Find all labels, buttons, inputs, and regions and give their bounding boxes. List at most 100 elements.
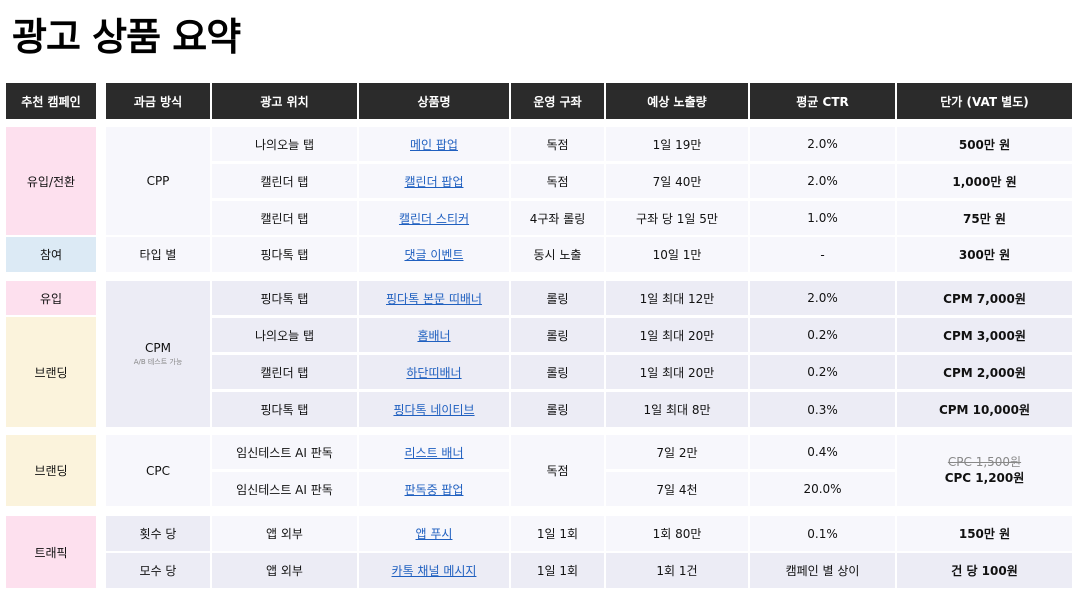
slot-cell: 동시 노출 [511,237,604,272]
price-old: CPC 1,500원 [947,454,1022,469]
product-link[interactable]: 캘린더 팝업 [359,164,509,198]
position-cell: 캘린더 탭 [212,355,357,389]
product-link[interactable]: 핑다톡 본문 띠배너 [359,281,509,315]
product-link[interactable]: 카톡 채널 메시지 [359,553,509,588]
campaign-cell: 트래픽 [6,516,96,588]
ctr-cell: 2.0% [750,127,895,161]
price-cell: 300만 원 [897,237,1072,272]
exposure-cell: 7일 4천 [606,472,748,506]
price-cell: CPM 7,000원 [897,281,1072,315]
product-link[interactable]: 핑다톡 네이티브 [359,392,509,427]
ctr-cell: 1.0% [750,201,895,235]
price-cell: CPM 10,000원 [897,392,1072,427]
slot-cell: 롤링 [511,355,604,389]
product-link[interactable]: 앱 푸시 [359,516,509,551]
billing-cell: CPP [106,127,210,235]
campaign-cell: 브랜딩 [6,317,96,427]
header-campaign: 추천 캠페인 [6,83,96,119]
position-cell: 핑다톡 탭 [212,281,357,315]
exposure-cell: 7일 40만 [606,164,748,198]
billing-cell: 타입 별 [106,237,210,272]
position-cell: 앱 외부 [212,553,357,588]
ctr-cell: 0.2% [750,318,895,352]
product-link[interactable]: 하단띠배너 [359,355,509,389]
product-link[interactable]: 메인 팝업 [359,127,509,161]
product-link-text[interactable]: 홈배너 [417,328,451,343]
header-slot: 운영 구좌 [511,83,604,119]
product-link-text[interactable]: 앱 푸시 [415,527,453,541]
product-link-text[interactable]: 핑다톡 본문 띠배너 [386,291,482,306]
slot-cell: 1일 1회 [511,516,604,551]
slot-cell: 독점 [511,164,604,198]
page-title: 광고 상품 요약 [12,15,241,59]
exposure-cell: 1일 최대 20만 [606,355,748,389]
product-link-text[interactable]: 메인 팝업 [410,137,458,152]
ctr-cell: 0.4% [750,435,895,469]
campaign-cell: 브랜딩 [6,435,96,506]
price-cell-cpc: CPC 1,500원 CPC 1,200원 [897,435,1072,506]
ctr-cell: 0.1% [750,516,895,551]
exposure-cell: 10일 1만 [606,237,748,272]
ctr-cell: 0.3% [750,392,895,427]
product-link-text[interactable]: 판독중 팝업 [404,482,464,497]
exposure-cell: 1일 최대 8만 [606,392,748,427]
product-link-text[interactable]: 캘린더 스티커 [398,211,470,226]
ctr-cell: 0.2% [750,355,895,389]
header-exposure: 예상 노출량 [606,83,748,119]
slot-cell: 독점 [511,435,604,506]
slot-cell: 롤링 [511,281,604,315]
header-product: 상품명 [359,83,509,119]
billing-note: A/B 테스트 가능 [133,358,183,367]
position-cell: 나의오늘 탭 [212,318,357,352]
billing-label: CPM [145,340,171,355]
price-cell: 75만 원 [897,201,1072,235]
header-price: 단가 (VAT 별도) [897,83,1072,119]
product-link[interactable]: 홈배너 [359,318,509,352]
slot-cell: 롤링 [511,318,604,352]
exposure-cell: 1회 1건 [606,553,748,588]
header-position: 광고 위치 [212,83,357,119]
position-cell: 나의오늘 탭 [212,127,357,161]
position-cell: 앱 외부 [212,516,357,551]
product-link[interactable]: 댓글 이벤트 [359,237,509,272]
product-link-text[interactable]: 핑다톡 네이티브 [393,403,475,417]
slot-cell: 독점 [511,127,604,161]
campaign-cell: 유입 [6,281,96,315]
exposure-cell: 1일 최대 20만 [606,318,748,352]
position-cell: 캘린더 탭 [212,201,357,235]
ctr-cell: - [750,237,895,272]
product-link-text[interactable]: 카톡 채널 메시지 [391,564,477,578]
product-link[interactable]: 판독중 팝업 [359,472,509,506]
price-cell: CPM 3,000원 [897,318,1072,352]
product-link-text[interactable]: 캘린더 팝업 [404,174,464,189]
product-link-text[interactable]: 하단띠배너 [406,365,462,380]
slot-cell: 1일 1회 [511,553,604,588]
exposure-cell: 1회 80만 [606,516,748,551]
ctr-cell: 20.0% [750,472,895,506]
slot-cell: 4구좌 롤링 [511,201,604,235]
billing-cell: 횟수 당 [106,516,210,551]
price-cell: 건 당 100원 [897,553,1072,588]
exposure-cell: 1일 최대 12만 [606,281,748,315]
header-billing: 과금 방식 [106,83,210,119]
price-cell: 1,000만 원 [897,164,1072,198]
billing-cell: CPC [106,435,210,506]
position-cell: 핑다톡 탭 [212,392,357,427]
product-link[interactable]: 캘린더 스티커 [359,201,509,235]
price-cell: 500만 원 [897,127,1072,161]
product-link-text[interactable]: 댓글 이벤트 [404,248,464,262]
position-cell: 핑다톡 탭 [212,237,357,272]
position-cell: 캘린더 탭 [212,164,357,198]
position-cell: 임신테스트 AI 판독 [212,472,357,506]
exposure-cell: 7일 2만 [606,435,748,469]
price-cell: 150만 원 [897,516,1072,551]
slot-cell: 롤링 [511,392,604,427]
product-link[interactable]: 리스트 배너 [359,435,509,469]
position-cell: 임신테스트 AI 판독 [212,435,357,469]
campaign-cell: 유입/전환 [6,127,96,235]
price-new: CPC 1,200원 [944,470,1025,485]
exposure-cell: 구좌 당 1일 5만 [606,201,748,235]
product-link-text[interactable]: 리스트 배너 [404,445,464,460]
ctr-cell: 캠페인 별 상이 [750,553,895,588]
header-ctr: 평균 CTR [750,83,895,119]
